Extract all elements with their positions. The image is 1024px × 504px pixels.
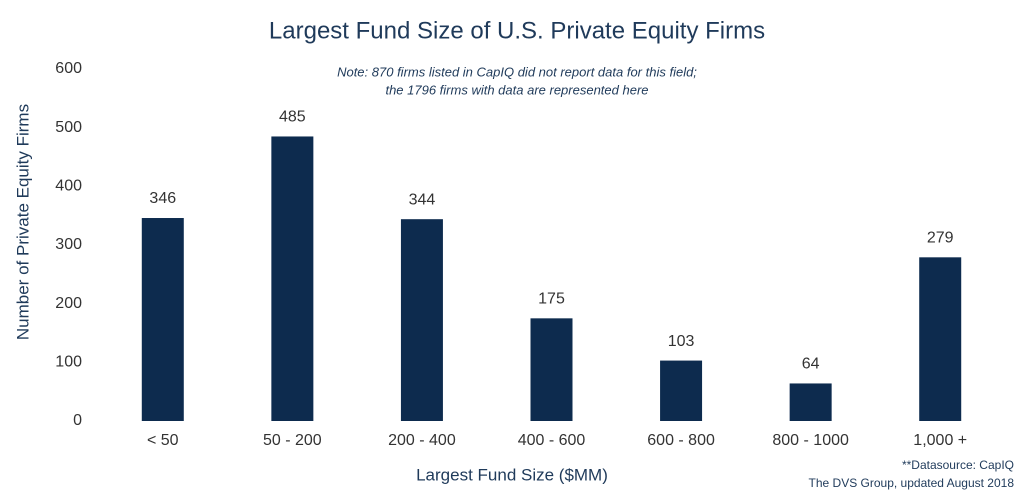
value-label: 175 bbox=[538, 291, 565, 308]
value-label: 64 bbox=[802, 356, 820, 373]
bar bbox=[789, 383, 832, 421]
x-tick-label: 400 - 600 bbox=[518, 432, 586, 449]
note-line: Note: 870 firms listed in CapIQ did not … bbox=[337, 64, 697, 79]
bar bbox=[660, 360, 703, 421]
value-label: 346 bbox=[149, 190, 176, 207]
value-label: 344 bbox=[409, 191, 436, 208]
x-tick-label: 1,000 + bbox=[913, 432, 967, 449]
footnote: **Datasource: CapIQ bbox=[902, 458, 1014, 472]
x-tick-label: 200 - 400 bbox=[388, 432, 456, 449]
y-tick-label: 200 bbox=[55, 295, 82, 312]
value-label: 485 bbox=[279, 109, 306, 126]
x-axis-title: Largest Fund Size ($MM) bbox=[416, 465, 608, 484]
y-tick-label: 500 bbox=[55, 119, 82, 136]
note-line: the 1796 firms with data are represented… bbox=[385, 82, 648, 97]
footnote: The DVS Group, updated August 2018 bbox=[809, 476, 1015, 490]
y-tick-label: 600 bbox=[55, 60, 82, 77]
bar bbox=[530, 318, 573, 421]
x-tick-label: < 50 bbox=[147, 432, 179, 449]
y-tick-label: 300 bbox=[55, 236, 82, 253]
bar bbox=[919, 257, 962, 421]
y-axis-title: Number of Private Equity Firms bbox=[13, 104, 32, 340]
value-label: 103 bbox=[668, 333, 695, 350]
chart-title: Largest Fund Size of U.S. Private Equity… bbox=[269, 17, 765, 44]
bar bbox=[271, 136, 314, 421]
x-tick-label: 600 - 800 bbox=[647, 432, 715, 449]
y-tick-label: 0 bbox=[73, 412, 82, 429]
value-label: 279 bbox=[927, 230, 954, 247]
x-tick-label: 50 - 200 bbox=[263, 432, 322, 449]
bar bbox=[141, 218, 184, 421]
y-tick-label: 100 bbox=[55, 354, 82, 371]
x-tick-label: 800 - 1000 bbox=[772, 432, 849, 449]
y-tick-label: 400 bbox=[55, 178, 82, 195]
bar bbox=[400, 219, 443, 421]
